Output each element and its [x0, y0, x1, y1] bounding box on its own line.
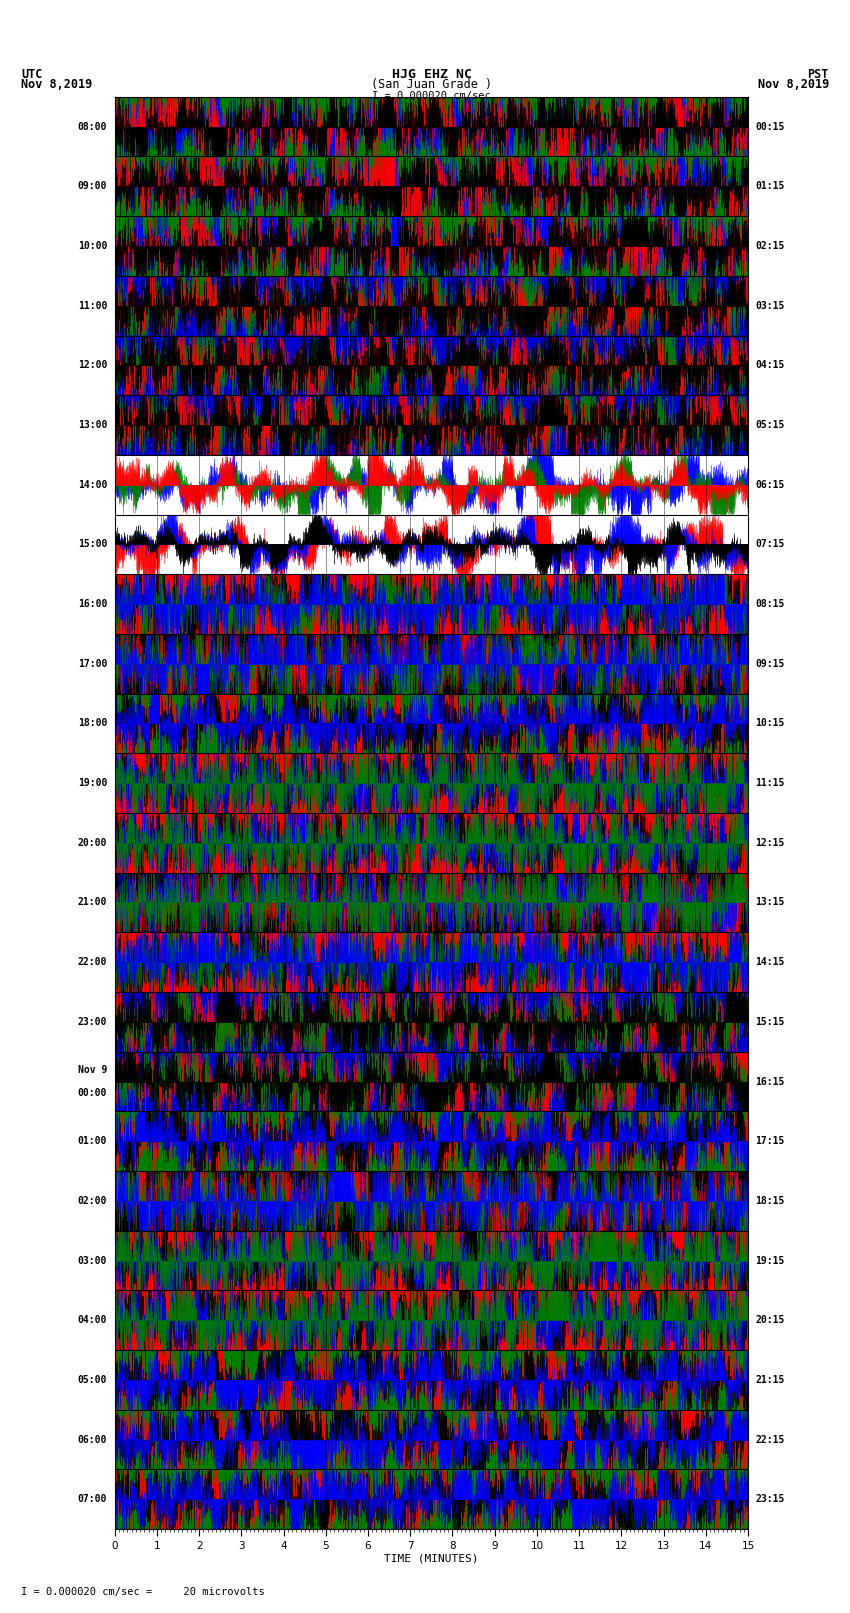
Text: 04:15: 04:15	[756, 360, 785, 371]
Text: 10:15: 10:15	[756, 718, 785, 729]
Text: 18:15: 18:15	[756, 1195, 785, 1207]
Text: 20:15: 20:15	[756, 1315, 785, 1326]
Bar	[115, 515, 748, 574]
Text: 01:00: 01:00	[78, 1136, 107, 1147]
Text: 02:00: 02:00	[78, 1195, 107, 1207]
Text: 07:00: 07:00	[78, 1494, 107, 1505]
Bar	[115, 753, 748, 813]
Bar	[115, 634, 748, 694]
Text: 08:00: 08:00	[78, 121, 107, 132]
Text: 03:15: 03:15	[756, 300, 785, 311]
Text: 19:00: 19:00	[78, 777, 107, 789]
Text: 11:00: 11:00	[78, 300, 107, 311]
Text: 13:15: 13:15	[756, 897, 785, 908]
Text: 00:15: 00:15	[756, 121, 785, 132]
Text: 16:15: 16:15	[756, 1076, 785, 1087]
Text: 02:15: 02:15	[756, 240, 785, 252]
Text: 16:00: 16:00	[78, 598, 107, 610]
Text: 21:00: 21:00	[78, 897, 107, 908]
Text: 09:15: 09:15	[756, 658, 785, 669]
Text: 17:15: 17:15	[756, 1136, 785, 1147]
Text: Nov 8,2019: Nov 8,2019	[21, 77, 93, 90]
Text: 03:00: 03:00	[78, 1255, 107, 1266]
Bar	[115, 1290, 748, 1350]
Text: 17:00: 17:00	[78, 658, 107, 669]
Bar	[115, 1171, 748, 1231]
Text: 11:15: 11:15	[756, 777, 785, 789]
Text: 13:00: 13:00	[78, 419, 107, 431]
Bar	[115, 992, 748, 1052]
Bar	[115, 1410, 748, 1469]
Bar	[115, 1111, 748, 1171]
Bar	[115, 1469, 748, 1529]
Text: PST: PST	[808, 68, 829, 82]
Text: 20:00: 20:00	[78, 837, 107, 848]
Text: Nov 9: Nov 9	[78, 1065, 107, 1074]
Bar	[115, 932, 748, 992]
Text: 08:15: 08:15	[756, 598, 785, 610]
Bar	[115, 1231, 748, 1290]
Text: 12:00: 12:00	[78, 360, 107, 371]
Bar	[115, 276, 748, 336]
X-axis label: TIME (MINUTES): TIME (MINUTES)	[384, 1553, 479, 1563]
Bar	[115, 455, 748, 515]
Text: 10:00: 10:00	[78, 240, 107, 252]
Text: 00:00: 00:00	[78, 1089, 107, 1098]
Text: 01:15: 01:15	[756, 181, 785, 192]
Text: 14:00: 14:00	[78, 479, 107, 490]
Bar	[115, 873, 748, 932]
Text: 04:00: 04:00	[78, 1315, 107, 1326]
Text: 21:15: 21:15	[756, 1374, 785, 1386]
Bar	[115, 694, 748, 753]
Text: 22:15: 22:15	[756, 1434, 785, 1445]
Text: UTC: UTC	[21, 68, 42, 82]
Text: 22:00: 22:00	[78, 957, 107, 968]
Text: 23:15: 23:15	[756, 1494, 785, 1505]
Bar	[115, 97, 748, 156]
Bar	[115, 574, 748, 634]
Text: HJG EHZ NC: HJG EHZ NC	[392, 68, 472, 82]
Text: I = 0.000020 cm/sec: I = 0.000020 cm/sec	[372, 90, 491, 100]
Text: 15:00: 15:00	[78, 539, 107, 550]
Text: 19:15: 19:15	[756, 1255, 785, 1266]
Text: 07:15: 07:15	[756, 539, 785, 550]
Text: 18:00: 18:00	[78, 718, 107, 729]
Text: 15:15: 15:15	[756, 1016, 785, 1027]
Text: Nov 8,2019: Nov 8,2019	[757, 77, 829, 90]
Text: (San Juan Grade ): (San Juan Grade )	[371, 77, 492, 90]
Text: 05:00: 05:00	[78, 1374, 107, 1386]
Text: 05:15: 05:15	[756, 419, 785, 431]
Bar	[115, 1052, 748, 1111]
Text: 14:15: 14:15	[756, 957, 785, 968]
Text: 06:15: 06:15	[756, 479, 785, 490]
Bar	[115, 1350, 748, 1410]
Bar	[115, 156, 748, 216]
Bar	[115, 216, 748, 276]
Bar	[115, 336, 748, 395]
Bar	[115, 813, 748, 873]
Text: I = 0.000020 cm/sec =     20 microvolts: I = 0.000020 cm/sec = 20 microvolts	[21, 1587, 265, 1597]
Text: 09:00: 09:00	[78, 181, 107, 192]
Text: 23:00: 23:00	[78, 1016, 107, 1027]
Text: 06:00: 06:00	[78, 1434, 107, 1445]
Bar	[115, 395, 748, 455]
Text: 12:15: 12:15	[756, 837, 785, 848]
